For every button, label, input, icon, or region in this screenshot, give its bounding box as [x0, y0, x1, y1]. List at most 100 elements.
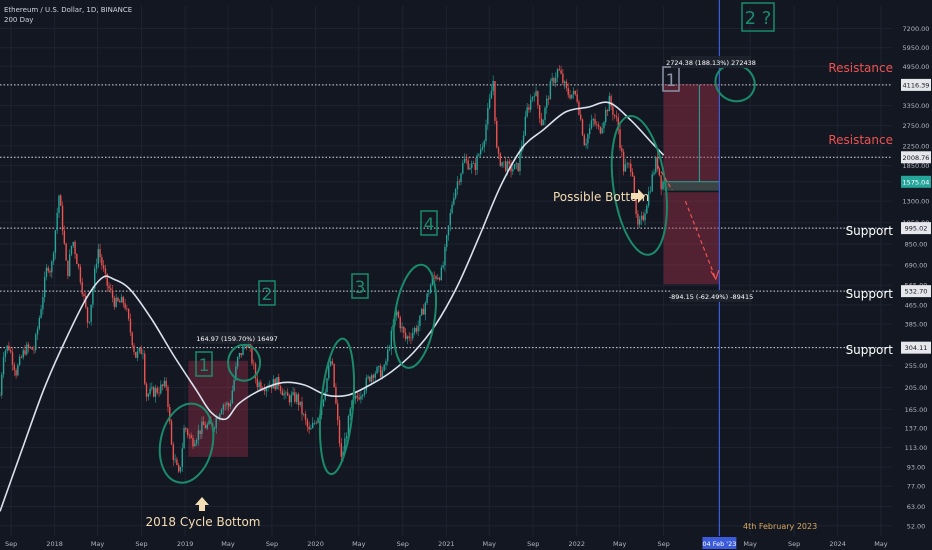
- candle-body: [462, 162, 464, 174]
- price-axis-tick: 205.00: [905, 384, 928, 392]
- candle: [149, 383, 151, 397]
- candle-body: [149, 388, 151, 395]
- candle: [192, 435, 194, 450]
- price-axis-tick: 93.00: [907, 464, 926, 472]
- candle-body: [328, 365, 330, 379]
- candle: [43, 271, 46, 303]
- candle: [587, 133, 589, 150]
- candle: [615, 110, 618, 122]
- candle-body: [360, 396, 362, 400]
- candle-body: [15, 370, 17, 376]
- candle: [185, 427, 187, 433]
- candle-body: [483, 140, 485, 148]
- candle: [528, 103, 530, 113]
- candle: [508, 158, 510, 169]
- candle-body: [565, 81, 568, 88]
- candle: [463, 153, 466, 164]
- candle: [108, 281, 110, 291]
- candle-body: [22, 350, 24, 358]
- candle: [640, 211, 643, 226]
- candle: [537, 90, 539, 109]
- candle-body: [431, 275, 434, 285]
- time-axis-tick: May: [743, 540, 757, 548]
- candle: [572, 87, 575, 99]
- candle-body: [646, 205, 648, 214]
- candle-body: [390, 330, 393, 350]
- candle: [529, 94, 532, 113]
- candle: [144, 350, 146, 386]
- price-axis-tick: 4116.39: [903, 81, 930, 89]
- candle: [270, 385, 273, 393]
- candle-body: [204, 425, 207, 429]
- price-axis-tick: 385.00: [905, 320, 928, 328]
- candle: [412, 327, 414, 341]
- candle: [497, 146, 500, 160]
- candle: [397, 309, 400, 319]
- candle-body: [102, 265, 105, 269]
- candle-body: [83, 294, 85, 297]
- candle: [340, 438, 342, 462]
- price-axis-tick: 850.00: [905, 241, 928, 249]
- measure-label-bottom: -894.15 (-62.49%) -89415: [669, 290, 753, 302]
- candle-body: [492, 80, 494, 92]
- candle: [203, 416, 205, 426]
- candle-body: [288, 395, 291, 403]
- candle-body: [538, 105, 541, 119]
- candle: [437, 274, 439, 280]
- candle-body: [92, 288, 94, 305]
- candle-body: [517, 163, 519, 171]
- candle: [478, 152, 480, 157]
- candle-body: [154, 388, 157, 397]
- candle-body: [58, 195, 60, 213]
- price-axis-tick: 77.00: [907, 483, 926, 491]
- candle: [6, 345, 8, 354]
- candle: [344, 432, 346, 452]
- candle-body: [104, 268, 107, 274]
- candle: [40, 304, 42, 319]
- time-axis[interactable]: Sep 2018 May Sep 2019 May Sep 2020 May Sep 2021 May…: [0, 536, 932, 550]
- candle: [215, 414, 217, 434]
- candle: [140, 345, 142, 355]
- measure-bottom-text: -894.15 (-62.49%) -89415: [669, 293, 753, 301]
- candle-body: [497, 147, 500, 154]
- candle-body: [215, 417, 217, 428]
- candle-body: [297, 394, 300, 405]
- candle: [295, 392, 298, 405]
- candle: [135, 351, 137, 359]
- price-axis-tick: 137.00: [905, 425, 928, 433]
- candle: [565, 79, 568, 92]
- candle: [440, 264, 443, 281]
- candle-body: [295, 394, 298, 402]
- candle-body: [161, 384, 164, 387]
- candle-body: [108, 285, 110, 289]
- candle: [338, 416, 341, 447]
- candle-body: [571, 94, 573, 99]
- price-axis-tick: 2008.76: [903, 154, 930, 162]
- candle-body: [415, 327, 418, 332]
- candle: [42, 292, 44, 315]
- candle-body: [583, 135, 586, 146]
- measure-box-top: [663, 84, 720, 191]
- candle-body: [226, 403, 228, 406]
- price-axis[interactable]: 7200.00 5950.00 4950.00 4116.39 3350.00 2750.…: [893, 0, 932, 550]
- candle: [4, 349, 7, 363]
- candle: [630, 158, 632, 177]
- wave-label-3-text: 3: [355, 278, 366, 298]
- candle-body: [465, 158, 468, 161]
- candle-body: [147, 394, 150, 397]
- candle: [379, 363, 382, 378]
- candle-body: [236, 356, 239, 367]
- candle-body: [428, 293, 430, 294]
- candle: [429, 283, 432, 294]
- wave-label-1b-text: 1: [666, 71, 677, 91]
- candle: [613, 114, 616, 119]
- candle-body: [43, 276, 46, 298]
- candle: [637, 210, 639, 229]
- candle-body: [542, 120, 544, 126]
- candle-body: [188, 434, 191, 436]
- candle-body: [417, 325, 419, 332]
- candle-body: [247, 340, 250, 348]
- measure-2019-text: 164.97 (159.70%) 16497: [196, 335, 278, 343]
- candle-body: [233, 380, 235, 391]
